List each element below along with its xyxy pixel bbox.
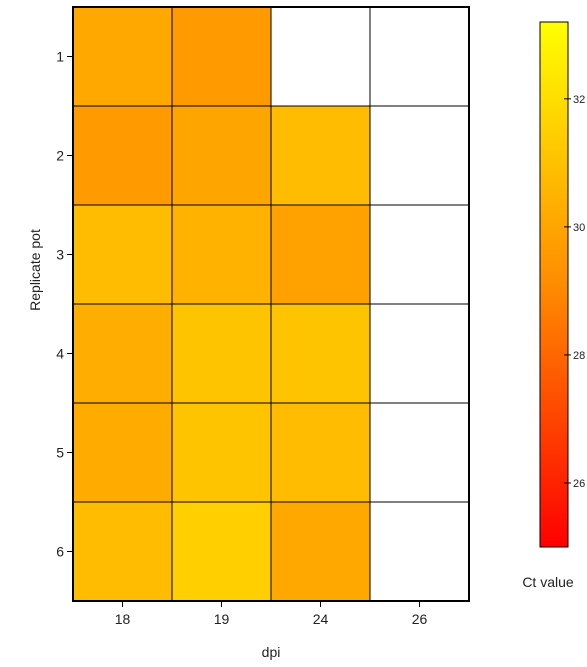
y-axis-label: Replicate pot — [27, 229, 43, 311]
x-tick-label: 19 — [214, 611, 230, 627]
heatmap-cell-r6-c26 — [369, 501, 470, 602]
heatmap-cell-r5-c18 — [72, 402, 173, 503]
y-tick-label: 5 — [56, 445, 64, 461]
heatmap-cell-r3-c24 — [270, 204, 371, 305]
heatmap-cell-r4-c24 — [270, 303, 371, 404]
heatmap-cell-r6-c19 — [171, 501, 272, 602]
heatmap-cell-r3-c26 — [369, 204, 470, 305]
y-tick-labels: 1 2 3 4 5 6 — [56, 49, 64, 560]
heatmap-cell-r2-c18 — [72, 105, 173, 206]
x-tick-labels: 18 19 24 26 — [115, 611, 428, 627]
heatmap-cell-r2-c24 — [270, 105, 371, 206]
heatmap-cell-r1-c19 — [171, 6, 272, 107]
x-tick-label: 26 — [412, 611, 428, 627]
heatmap-cell-r3-c19 — [171, 204, 272, 305]
heatmap-cell-r5-c26 — [369, 402, 470, 503]
heatmap-cell-r4-c18 — [72, 303, 173, 404]
y-tick-label: 1 — [56, 49, 64, 65]
heatmap-cell-r1-c18 — [72, 6, 173, 107]
heatmap-cell-r2-c19 — [171, 105, 272, 206]
x-tick-label: 18 — [115, 611, 131, 627]
heatmap-cell-r1-c26 — [369, 6, 470, 107]
colorbar-tick-label: 32 — [573, 94, 585, 106]
plot-frame — [72, 6, 470, 602]
colorbar-label: Ct value — [522, 574, 574, 590]
y-tick-label: 2 — [56, 148, 64, 164]
colorbar-tick-label: 28 — [573, 350, 585, 362]
heatmap-cells — [72, 6, 470, 602]
colorbar-tick-label: 30 — [573, 222, 585, 234]
heatmap-cell-r6-c18 — [72, 501, 173, 602]
x-axis-label: dpi — [262, 644, 281, 660]
heatmap-cell-r5-c24 — [270, 402, 371, 503]
heatmap-cell-r2-c26 — [369, 105, 470, 206]
y-tick-label: 3 — [56, 247, 64, 263]
colorbar-tick-label: 26 — [573, 478, 585, 490]
colorbar-ticks: 26 28 30 32 — [564, 94, 585, 490]
y-tick-label: 6 — [56, 544, 64, 560]
heatmap-cell-r4-c26 — [369, 303, 470, 404]
heatmap-cell-r1-c24 — [270, 6, 371, 107]
x-tick-label: 24 — [313, 611, 329, 627]
heatmap-cell-r5-c19 — [171, 402, 272, 503]
y-tick-label: 4 — [56, 346, 64, 362]
heatmap-cell-r3-c18 — [72, 204, 173, 305]
heatmap-cell-r6-c24 — [270, 501, 371, 602]
heatmap-cell-r4-c19 — [171, 303, 272, 404]
colorbar — [539, 21, 569, 548]
